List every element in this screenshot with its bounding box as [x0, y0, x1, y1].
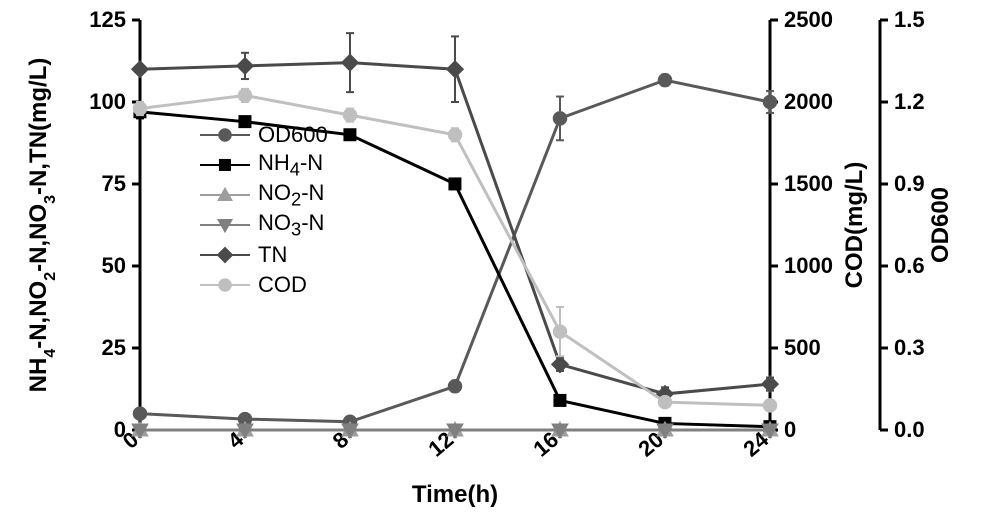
- svg-text:0.9: 0.9: [894, 171, 925, 196]
- svg-text:COD(mg/L): COD(mg/L): [841, 162, 868, 289]
- legend-label: OD600: [258, 122, 328, 148]
- svg-text:0: 0: [114, 417, 126, 442]
- legend-line-icon: [200, 164, 250, 166]
- legend-line-icon: [200, 194, 250, 196]
- svg-text:2500: 2500: [784, 7, 833, 32]
- svg-text:100: 100: [89, 89, 126, 114]
- chart-svg: 04812162024Time(h)0255075100125NH4-N,NO2…: [0, 0, 1000, 530]
- svg-text:Time(h): Time(h): [412, 481, 498, 508]
- legend-item-COD: COD: [200, 270, 328, 300]
- legend-line-icon: [200, 254, 250, 256]
- svg-text:1.5: 1.5: [894, 7, 925, 32]
- svg-text:1500: 1500: [784, 171, 833, 196]
- chart-container: 04812162024Time(h)0255075100125NH4-N,NO2…: [0, 0, 1000, 530]
- legend-label: NH4-N: [258, 150, 323, 180]
- legend-label: TN: [258, 242, 287, 268]
- svg-text:125: 125: [89, 7, 126, 32]
- svg-text:1000: 1000: [784, 253, 833, 278]
- legend-label: NO2-N: [258, 180, 324, 210]
- svg-text:25: 25: [102, 335, 126, 360]
- legend-item-NH4N: NH4-N: [200, 150, 328, 180]
- svg-text:50: 50: [102, 253, 126, 278]
- svg-text:2000: 2000: [784, 89, 833, 114]
- legend-line-icon: [200, 284, 250, 286]
- svg-text:0.3: 0.3: [894, 335, 925, 360]
- svg-text:0: 0: [784, 417, 796, 442]
- svg-text:0.6: 0.6: [894, 253, 925, 278]
- svg-text:75: 75: [102, 171, 126, 196]
- svg-text:OD600: OD600: [927, 187, 954, 263]
- svg-text:1.2: 1.2: [894, 89, 925, 114]
- legend-label: COD: [258, 272, 307, 298]
- legend-label: NO3-N: [258, 210, 324, 240]
- legend: OD600NH4-NNO2-NNO3-NTN COD: [200, 120, 328, 300]
- legend-line-icon: [200, 224, 250, 226]
- legend-item-OD600: OD600: [200, 120, 328, 150]
- legend-item-NO2N: NO2-N: [200, 180, 328, 210]
- legend-item-TN: TN: [200, 240, 328, 270]
- svg-text:NH4-N,NO2-N,NO3-N,TN(mg/L): NH4-N,NO2-N,NO3-N,TN(mg/L): [25, 58, 59, 393]
- svg-text:500: 500: [784, 335, 821, 360]
- legend-item-NO3N: NO3-N: [200, 210, 328, 240]
- legend-line-icon: [200, 134, 250, 136]
- svg-text:0.0: 0.0: [894, 417, 925, 442]
